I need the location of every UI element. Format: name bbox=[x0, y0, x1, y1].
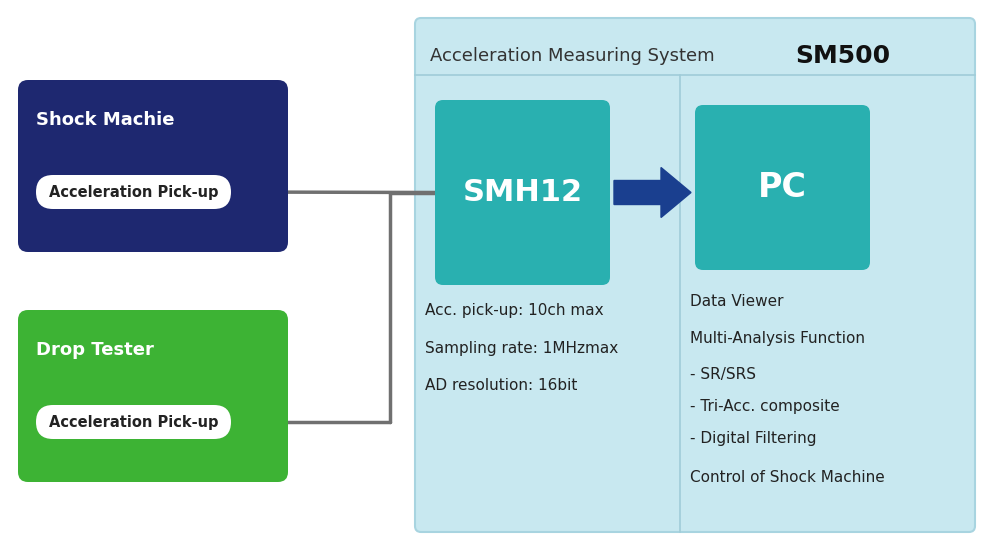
FancyBboxPatch shape bbox=[18, 80, 288, 252]
Text: Multi-Analysis Function: Multi-Analysis Function bbox=[690, 330, 865, 345]
Text: Sampling rate: 1MHzmax: Sampling rate: 1MHzmax bbox=[425, 340, 618, 356]
FancyBboxPatch shape bbox=[415, 18, 975, 532]
Text: - Digital Filtering: - Digital Filtering bbox=[690, 430, 817, 445]
FancyBboxPatch shape bbox=[18, 310, 288, 482]
FancyBboxPatch shape bbox=[36, 405, 231, 439]
Text: Acceleration Measuring System: Acceleration Measuring System bbox=[430, 47, 715, 65]
FancyBboxPatch shape bbox=[435, 100, 610, 285]
FancyBboxPatch shape bbox=[36, 175, 231, 209]
Text: PC: PC bbox=[758, 171, 807, 204]
FancyBboxPatch shape bbox=[695, 105, 870, 270]
Text: SM500: SM500 bbox=[795, 44, 890, 68]
Text: - SR/SRS: - SR/SRS bbox=[690, 367, 756, 382]
Text: - Tri-Acc. composite: - Tri-Acc. composite bbox=[690, 399, 840, 413]
Text: Acc. pick-up: 10ch max: Acc. pick-up: 10ch max bbox=[425, 302, 604, 317]
Text: AD resolution: 16bit: AD resolution: 16bit bbox=[425, 378, 577, 394]
Text: Shock Machie: Shock Machie bbox=[36, 111, 174, 129]
Text: SMH12: SMH12 bbox=[462, 178, 582, 207]
Text: Control of Shock Machine: Control of Shock Machine bbox=[690, 469, 885, 485]
FancyArrow shape bbox=[614, 167, 691, 217]
Text: Data Viewer: Data Viewer bbox=[690, 294, 783, 310]
Text: Acceleration Pick-up: Acceleration Pick-up bbox=[49, 414, 218, 429]
Text: Acceleration Pick-up: Acceleration Pick-up bbox=[49, 184, 218, 199]
Text: Drop Tester: Drop Tester bbox=[36, 341, 153, 359]
